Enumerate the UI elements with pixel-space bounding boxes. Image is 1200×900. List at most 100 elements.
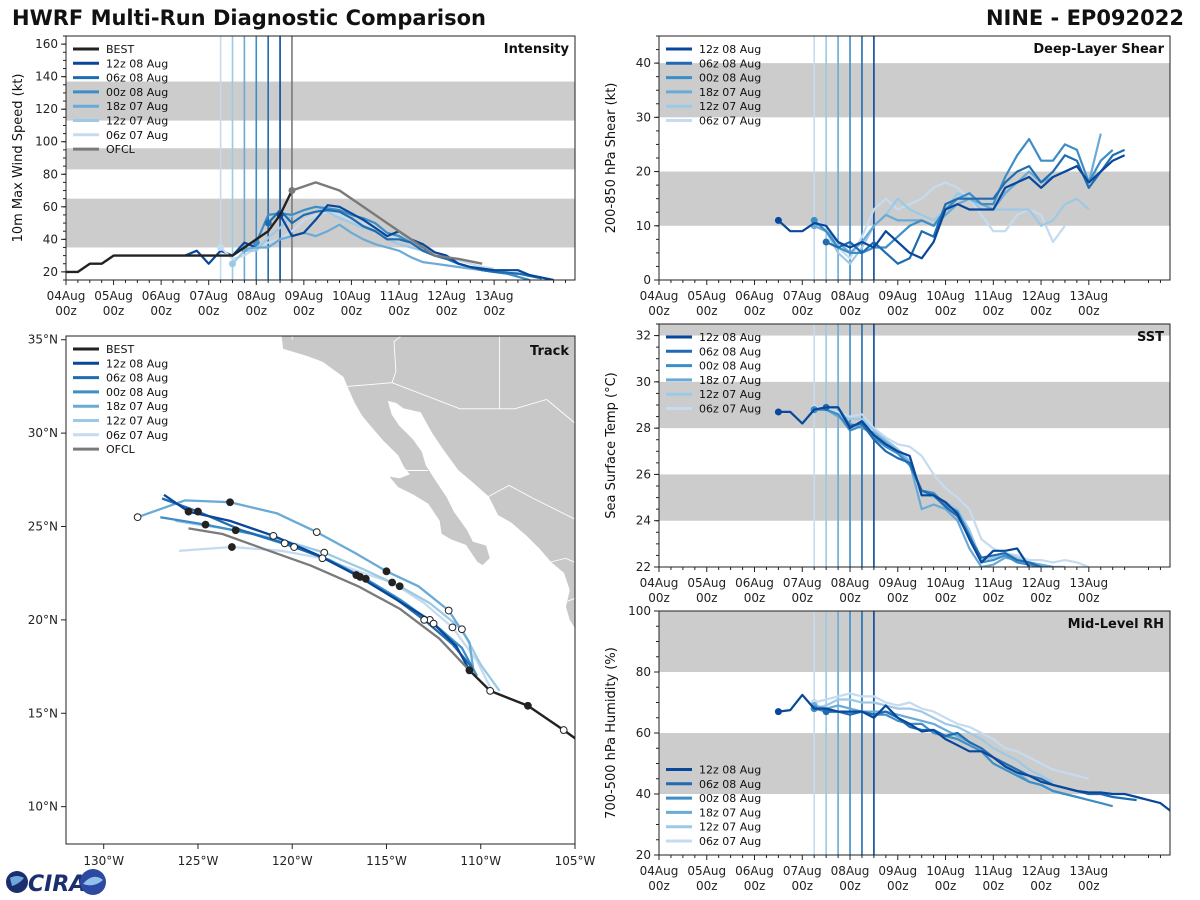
sst-ytick-label: 24	[636, 514, 651, 528]
sst-legend-label: 12z 08 Aug	[699, 331, 761, 344]
shear-legend-label: 18z 07 Aug	[699, 86, 761, 99]
track-legend-label: BEST	[106, 343, 134, 356]
intensity-ytick-label: 120	[35, 102, 58, 116]
shear-legend-label: 12z 07 Aug	[699, 100, 761, 113]
rh-legend-label: 18z 07 Aug	[699, 806, 761, 819]
track-point	[382, 567, 391, 576]
sst-xtick-label: 10Aug	[926, 576, 965, 590]
sst-xtick-sublabel: 00z	[648, 591, 670, 605]
shear-title: Deep-Layer Shear	[1033, 42, 1164, 57]
sst-xtick-label: 12Aug	[1022, 576, 1061, 590]
rh-legend-label: 06z 08 Aug	[699, 778, 761, 791]
sst-xtick-sublabel: 00z	[744, 591, 766, 605]
border-line	[567, 597, 575, 602]
track-series-line	[175, 519, 501, 692]
shear-series-line	[777, 154, 1126, 260]
track-series-line	[179, 545, 492, 688]
intensity-xtick-sublabel: 00z	[103, 304, 125, 318]
intensity-series-start-point	[228, 260, 236, 268]
sst-xtick-sublabel: 00z	[935, 591, 957, 605]
intensity-xtick-sublabel: 00z	[150, 304, 172, 318]
border-line	[346, 382, 575, 424]
sst-series-line	[814, 408, 1053, 567]
track-best-point	[523, 701, 532, 710]
intensity-band	[66, 198, 575, 248]
sst-series-line	[814, 406, 1090, 567]
shear-panel: 01020304004Aug00z05Aug00z06Aug00z07Aug00…	[604, 35, 1171, 318]
intensity-legend-label: 12z 07 Aug	[106, 115, 168, 128]
shear-xtick-label: 07Aug	[783, 289, 822, 303]
border-line	[550, 557, 575, 563]
track-plot-area	[133, 336, 575, 740]
sst-xtick-label: 11Aug	[974, 576, 1013, 590]
rh-panel: 2040608010004Aug00z05Aug00z06Aug00z07Aug…	[604, 604, 1171, 893]
intensity-ylabel: 10m Max Wind Speed (kt)	[11, 74, 26, 243]
rh-ylabel: 700-500 hPa Humidity (%)	[604, 647, 619, 819]
rh-xtick-label: 04Aug	[640, 864, 679, 878]
track-point	[280, 539, 289, 548]
intensity-xtick-label: 08Aug	[237, 289, 276, 303]
intensity-band	[66, 81, 575, 121]
rh-series-start-point	[774, 708, 782, 716]
sst-legend-label: 00z 08 Aug	[699, 360, 761, 373]
track-point	[231, 526, 240, 535]
sst-xtick-label: 04Aug	[640, 576, 679, 590]
rh-xtick-sublabel: 00z	[887, 879, 909, 893]
rh-ytick-label: 100	[628, 604, 651, 618]
intensity-ytick-label: 80	[43, 167, 58, 181]
rh-series-line	[778, 693, 1170, 812]
intensity-band	[66, 148, 575, 170]
track-legend-label: 12z 08 Aug	[106, 357, 168, 370]
cira-logo: CIRA	[6, 869, 106, 897]
track-xtick-label: 110°W	[460, 854, 501, 868]
shear-xtick-sublabel: 00z	[744, 304, 766, 318]
intensity-title: Intensity	[504, 42, 570, 57]
logo-text: CIRA	[28, 872, 86, 897]
sst-xtick-label: 13Aug	[1069, 576, 1108, 590]
sst-legend-label: 06z 07 Aug	[699, 403, 761, 416]
intensity-series-start-point	[217, 243, 225, 251]
track-best-point	[486, 686, 495, 695]
sst-band	[659, 381, 1170, 429]
shear-xtick-sublabel: 00z	[887, 304, 909, 318]
track-point	[133, 513, 142, 522]
intensity-legend-label: 00z 08 Aug	[106, 86, 168, 99]
rh-xtick-sublabel: 00z	[744, 879, 766, 893]
shear-xtick-label: 11Aug	[974, 289, 1013, 303]
track-point	[429, 619, 438, 628]
intensity-ytick-label: 100	[35, 135, 58, 149]
intensity-xtick-sublabel: 00z	[341, 304, 363, 318]
track-legend-label: 06z 08 Aug	[106, 372, 168, 385]
intensity-best-line	[66, 189, 294, 274]
track-xtick-label: 115°W	[366, 854, 407, 868]
track-ytick-label: 10°N	[28, 800, 58, 814]
shear-ylabel: 200-850 hPa Shear (kt)	[604, 83, 619, 234]
sst-plot-area	[659, 324, 1170, 567]
intensity-ofcl-point	[288, 187, 296, 195]
intensity-ytick-label: 160	[35, 37, 58, 51]
track-ytick-label: 30°N	[28, 426, 58, 440]
sst-legend-label: 12z 07 Aug	[699, 388, 761, 401]
rh-ytick-label: 80	[636, 665, 651, 679]
intensity-legend-label: BEST	[106, 43, 134, 56]
track-legend-label: OFCL	[106, 443, 136, 456]
track-point	[448, 623, 457, 632]
sst-xtick-label: 07Aug	[783, 576, 822, 590]
intensity-ytick-label: 140	[35, 70, 58, 84]
shear-xtick-sublabel: 00z	[1078, 304, 1100, 318]
intensity-ytick-label: 60	[43, 200, 58, 214]
shear-plot-area	[659, 36, 1170, 280]
rh-plot-area	[659, 611, 1170, 855]
intensity-xtick-sublabel: 00z	[198, 304, 220, 318]
rh-ytick-label: 20	[636, 848, 651, 862]
shear-legend-label: 06z 07 Aug	[699, 115, 761, 128]
shear-xtick-label: 09Aug	[878, 289, 917, 303]
globe-land-icon	[10, 876, 24, 886]
sst-xtick-sublabel: 00z	[983, 591, 1005, 605]
rh-ytick-label: 40	[636, 787, 651, 801]
shear-band	[659, 63, 1170, 118]
shear-series-start-point	[774, 216, 782, 224]
track-series-line	[137, 499, 475, 669]
land-shape	[280, 336, 575, 630]
